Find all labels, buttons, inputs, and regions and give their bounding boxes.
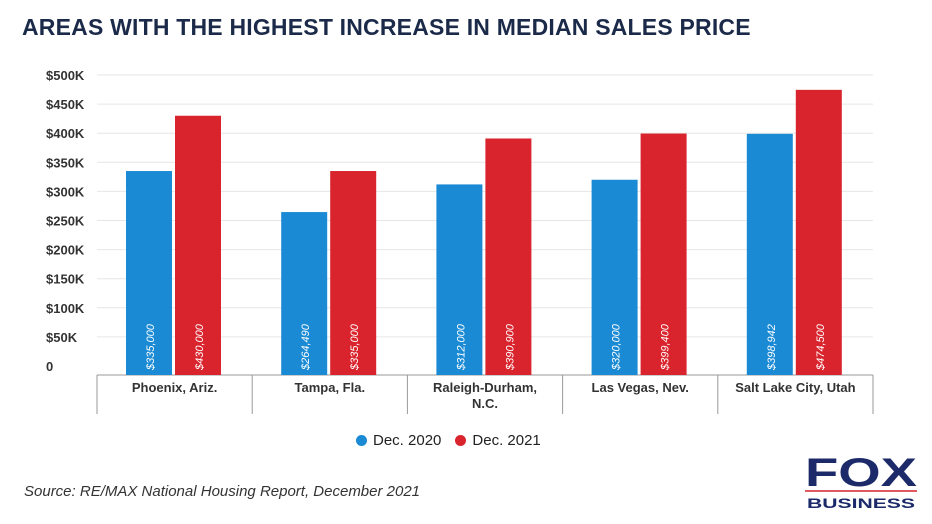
bar-dec-2021 [795,89,842,375]
legend: Dec. 2020 Dec. 2021 [356,432,541,449]
x-tick-label: Phoenix, Ariz. [132,380,217,395]
y-tick-label: $300K [46,184,85,199]
legend-label: Dec. 2021 [472,432,541,449]
data-label: $335,000 [349,323,361,371]
y-tick-label: $250K [46,214,85,229]
data-label: $264,490 [300,323,312,371]
source-note: Source: RE/MAX National Housing Report, … [24,483,421,500]
data-label: $312,000 [455,323,467,371]
data-label: $335,000 [145,323,157,371]
data-label: $474,500 [815,323,827,371]
data-label: $399,400 [660,323,672,371]
x-tick-label: Las Vegas, Nev. [592,380,689,395]
bar-dec-2021 [175,115,221,376]
y-tick-label: $400K [46,126,85,141]
y-tick-label: $50K [46,330,78,345]
bar-dec-2020 [281,212,328,375]
data-label: $430,000 [194,323,206,371]
y-tick-label: $100K [46,301,85,316]
bar-dec-2020 [591,179,638,375]
legend-item-2021: Dec. 2021 [455,432,541,449]
bar-dec-2020 [436,184,483,375]
bar-chart: 0 $50K $100K $150K $200K $250K $300K $350K $400K… [46,68,874,414]
y-tick-label: $200K [46,243,85,258]
y-tick-label: $350K [46,155,85,170]
chart-title: AREAS WITH THE HIGHEST INCREASE IN MEDIA… [22,14,751,40]
data-label: $320,000 [611,323,623,371]
legend-swatch [356,435,367,446]
bar-dec-2021 [640,133,687,375]
y-tick-label: 0 [46,359,53,374]
x-tick-label: Salt Lake City, Utah [735,380,855,395]
y-tick-label: $500K [46,68,85,83]
bar-dec-2020 [126,171,172,375]
data-label: $398,942 [766,324,778,371]
x-tick-label: N.C. [472,396,498,411]
y-tick-label: $450K [46,97,85,112]
svg-text:BUSINESS: BUSINESS [807,495,915,511]
bar-dec-2021 [330,171,377,375]
x-tick-label: Tampa, Fla. [295,380,366,395]
legend-item-2020: Dec. 2020 [356,432,441,449]
legend-label: Dec. 2020 [373,432,442,449]
bar-dec-2021 [485,138,532,375]
bar-dec-2020 [746,133,793,375]
x-tick-label: Raleigh-Durham, [433,380,537,395]
svg-text:FOX: FOX [805,451,917,495]
y-tick-label: $150K [46,272,85,287]
data-label: $390,900 [504,323,516,371]
legend-swatch [455,435,467,446]
fox-business-logo: FOX BUSINESS [805,451,917,511]
